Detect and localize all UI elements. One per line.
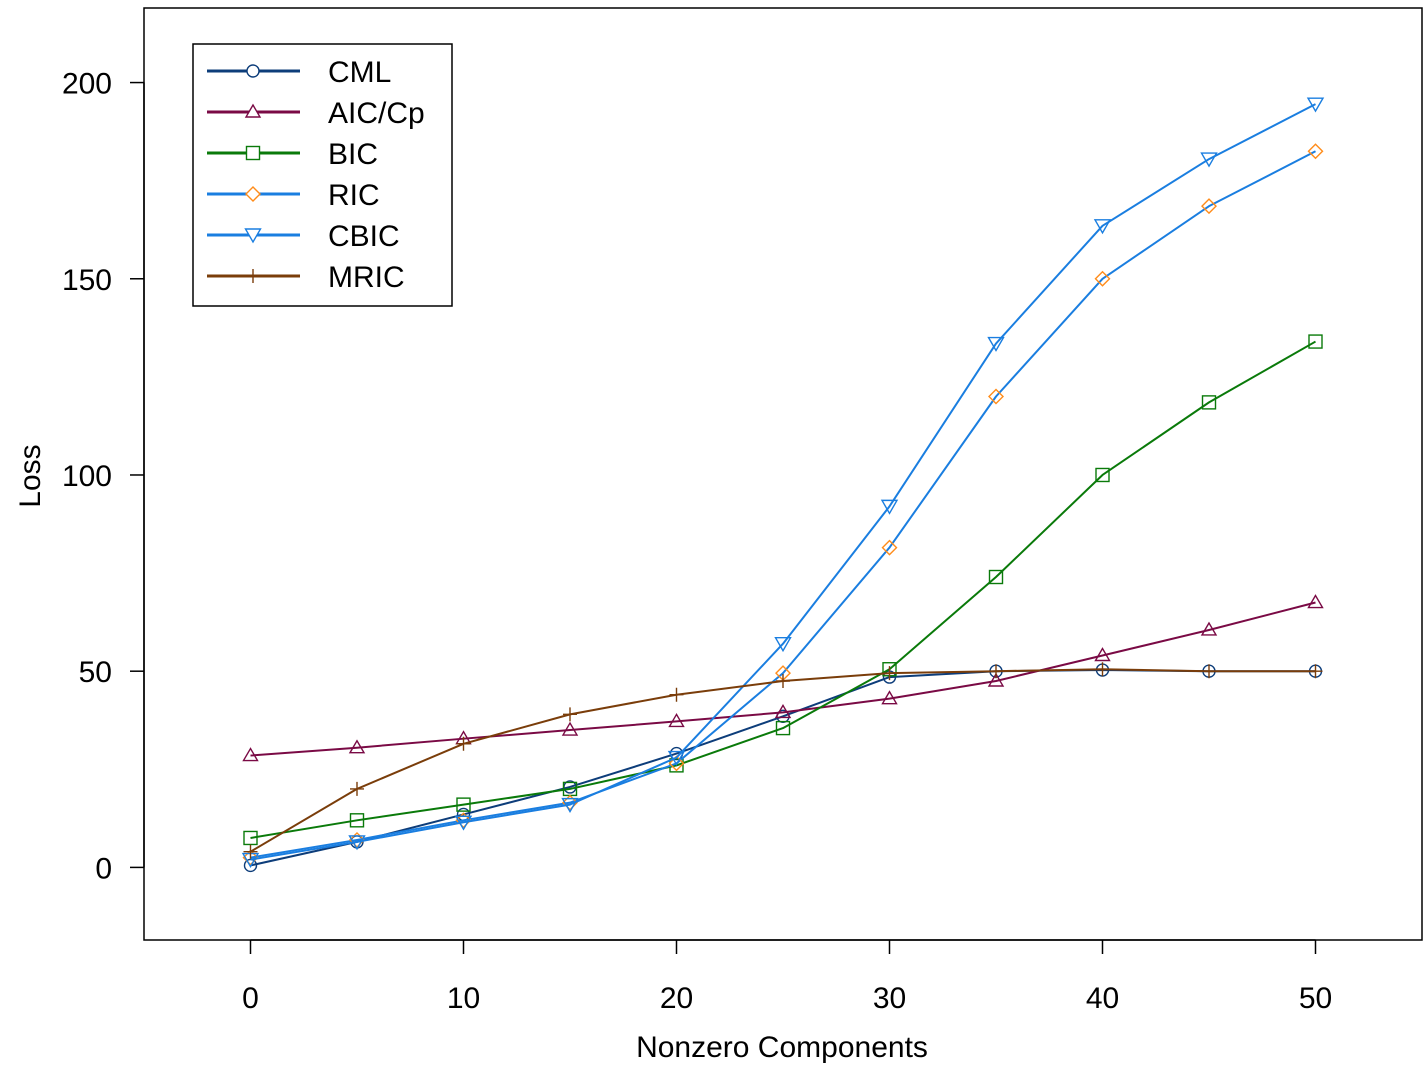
x-tick-label: 10 bbox=[447, 982, 480, 1015]
data-point bbox=[1201, 198, 1217, 215]
data-point bbox=[776, 674, 790, 689]
data-point bbox=[349, 813, 365, 828]
x-axis-label: Nonzero Components bbox=[636, 1031, 928, 1064]
y-tick-label: 150 bbox=[62, 264, 112, 297]
data-point bbox=[1201, 395, 1217, 410]
legend-label: AIC/Cp bbox=[328, 97, 425, 130]
series-line bbox=[250, 669, 1316, 867]
x-tick-label: 0 bbox=[242, 982, 259, 1015]
y-axis: 0 50 100 150 200 bbox=[62, 68, 145, 885]
data-point bbox=[668, 713, 685, 728]
x-tick-label: 50 bbox=[1299, 982, 1332, 1015]
data-point bbox=[1094, 647, 1111, 662]
series-line bbox=[250, 103, 1316, 861]
x-tick-label: 30 bbox=[873, 982, 906, 1015]
data-point bbox=[455, 812, 472, 829]
y-tick-label: 50 bbox=[79, 656, 112, 689]
legend: CML AIC/Cp BIC RIC CBIC MRIC bbox=[192, 43, 453, 307]
data-point bbox=[1307, 594, 1324, 609]
legend-item: RIC bbox=[207, 179, 380, 212]
y-tick-label: 200 bbox=[62, 68, 112, 101]
legend-box bbox=[192, 43, 453, 307]
data-point bbox=[242, 849, 259, 866]
series-bic bbox=[243, 334, 1323, 846]
data-point bbox=[880, 499, 899, 515]
data-point bbox=[1308, 334, 1323, 349]
data-point bbox=[1308, 664, 1323, 679]
data-point bbox=[561, 797, 579, 814]
data-point bbox=[775, 720, 791, 736]
x-axis: 0 10 20 30 40 50 bbox=[242, 939, 1332, 1015]
data-point bbox=[1306, 97, 1325, 113]
data-point bbox=[987, 672, 1005, 687]
x-tick-label: 40 bbox=[1086, 982, 1119, 1015]
data-point bbox=[774, 704, 792, 719]
series-line bbox=[250, 340, 1316, 839]
legend-marker bbox=[244, 103, 262, 118]
legend-marker bbox=[244, 228, 262, 244]
legend-item: AIC/Cp bbox=[207, 97, 425, 130]
data-point bbox=[243, 844, 258, 859]
data-point bbox=[667, 750, 686, 766]
data-point bbox=[563, 707, 577, 722]
legend-marker bbox=[245, 186, 261, 202]
data-point bbox=[1307, 143, 1324, 160]
series-line bbox=[249, 668, 1316, 853]
data-point bbox=[669, 687, 684, 702]
legend-marker bbox=[245, 145, 261, 161]
y-tick-label: 100 bbox=[62, 460, 112, 493]
data-point bbox=[456, 736, 471, 751]
legend-label: CBIC bbox=[328, 220, 400, 253]
legend-item: CBIC bbox=[207, 220, 400, 253]
data-point bbox=[242, 747, 259, 762]
data-point bbox=[454, 815, 473, 831]
data-point bbox=[881, 690, 898, 705]
legend-label: RIC bbox=[328, 179, 380, 212]
series-line bbox=[250, 601, 1316, 757]
legend-marker bbox=[246, 269, 260, 283]
data-point bbox=[987, 336, 1005, 352]
data-point bbox=[1095, 662, 1110, 677]
y-axis-label: Loss bbox=[14, 444, 47, 507]
data-point bbox=[1200, 152, 1218, 168]
data-point bbox=[348, 739, 366, 754]
legend-marker bbox=[246, 64, 260, 78]
legend-item: CML bbox=[207, 56, 391, 89]
data-point bbox=[1200, 621, 1218, 636]
data-point bbox=[882, 666, 897, 681]
data-point bbox=[456, 797, 471, 812]
data-point bbox=[668, 755, 685, 772]
legend-item: BIC bbox=[207, 138, 378, 171]
series-mric bbox=[243, 662, 1323, 859]
data-point bbox=[350, 781, 364, 796]
y-tick-label: 0 bbox=[95, 852, 112, 885]
x-tick-label: 20 bbox=[660, 982, 693, 1015]
data-point bbox=[243, 830, 258, 846]
data-point bbox=[1093, 219, 1112, 235]
data-point bbox=[774, 637, 792, 653]
data-point bbox=[561, 721, 579, 736]
data-point bbox=[989, 664, 1003, 679]
data-point bbox=[988, 388, 1004, 405]
legend-item: MRIC bbox=[207, 261, 405, 294]
data-point bbox=[349, 831, 365, 848]
data-point bbox=[1095, 467, 1110, 483]
data-point bbox=[881, 539, 898, 556]
series-layer bbox=[241, 97, 1325, 873]
legend-label: BIC bbox=[328, 138, 378, 171]
legend-label: CML bbox=[328, 56, 391, 89]
data-point bbox=[562, 794, 578, 811]
series-line bbox=[250, 150, 1316, 859]
data-point bbox=[1094, 270, 1111, 287]
data-point bbox=[1202, 664, 1216, 679]
series-cbic bbox=[241, 97, 1325, 868]
data-point bbox=[348, 835, 366, 851]
data-point bbox=[988, 569, 1004, 585]
legend-label: MRIC bbox=[328, 261, 405, 294]
